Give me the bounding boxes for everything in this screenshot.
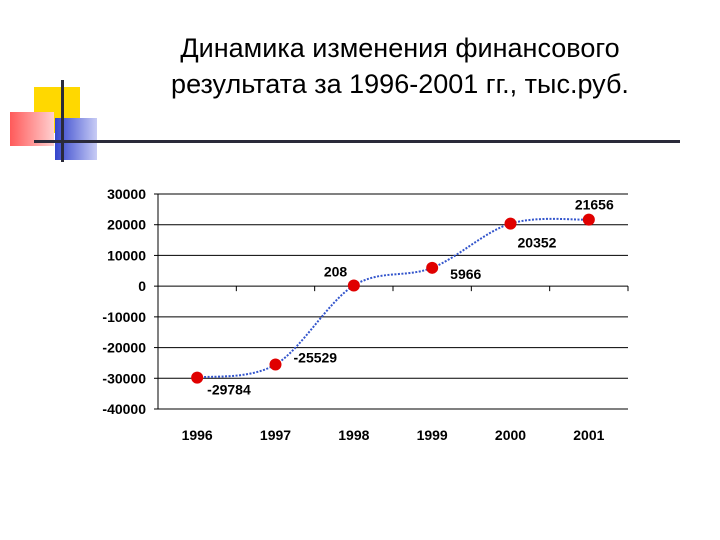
y-tick-label: -20000 [102, 340, 146, 356]
slide-title: Динамика изменения финансового результат… [120, 30, 680, 102]
y-tick-label: 0 [138, 278, 146, 294]
y-tick-label: -30000 [102, 370, 146, 386]
decor-horizontal-line [34, 140, 680, 143]
y-tick-label: 30000 [107, 186, 146, 202]
slide-title-line-2: результата за 1996-2001 гг., тыс.руб. [171, 69, 629, 99]
data-label: -25529 [294, 350, 338, 366]
data-label: 208 [324, 264, 348, 280]
x-tick-label: 2000 [495, 427, 526, 443]
data-point-marker [426, 261, 439, 274]
series-line [197, 217, 589, 379]
data-label: 20352 [518, 235, 557, 251]
chart-axes [157, 194, 629, 409]
x-tick-label: 2001 [573, 427, 604, 443]
data-point-marker [269, 358, 282, 371]
data-point-marker [504, 217, 517, 230]
data-point-marker [347, 279, 360, 292]
data-label: -29784 [207, 382, 251, 398]
y-tick-label: -10000 [102, 309, 146, 325]
y-tick-label: 20000 [107, 217, 146, 233]
y-tick-label: 10000 [107, 247, 146, 263]
x-tick-label: 1996 [182, 427, 213, 443]
x-tick-label: 1999 [417, 427, 448, 443]
decor-vertical-line [61, 80, 64, 162]
data-point-marker [191, 371, 204, 384]
y-tick-label: -40000 [102, 401, 146, 417]
data-label: 21656 [575, 197, 614, 213]
data-point-marker [582, 213, 595, 226]
y-axis-ticks: 30000 20000 10000 0 -10000 -20000 -30000 -40000 [102, 186, 146, 417]
x-tick-label: 1997 [260, 427, 291, 443]
data-labels: -29784 -25529 208 5966 20352 21656 [207, 197, 614, 398]
series-markers [191, 213, 595, 384]
slide-title-line-1: Динамика изменения финансового [180, 33, 620, 63]
x-tick-label: 1998 [338, 427, 369, 443]
x-axis-ticks: 1996 1997 1998 1999 2000 2001 [182, 427, 605, 443]
data-label: 5966 [450, 266, 481, 282]
